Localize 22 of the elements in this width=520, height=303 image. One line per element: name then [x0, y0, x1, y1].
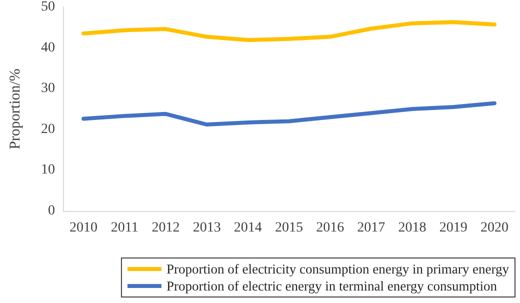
- x-tick-label: 2011: [110, 220, 138, 236]
- x-tick-label: 2019: [439, 220, 468, 236]
- line-series: [82, 101, 496, 127]
- x-tick-label: 2013: [192, 220, 221, 236]
- legend-label: Proportion of electricity consumption energy in primary energy: [166, 262, 510, 276]
- y-tick-label: 20: [41, 122, 55, 137]
- x-tick-label: 2012: [152, 220, 180, 236]
- y-tick-label: 30: [41, 81, 55, 96]
- x-tick-label: 2014: [234, 220, 262, 236]
- x-tick-label: 2017: [357, 220, 386, 236]
- legend-label: Proportion of electric energy in terminal energy consumption: [166, 278, 498, 294]
- y-tick-label: 50: [41, 0, 55, 14]
- x-tick-label: 2018: [398, 220, 426, 236]
- y-tick-label: 0: [48, 204, 55, 218]
- x-tick-label: 2016: [316, 220, 344, 236]
- x-tick-label: 2015: [275, 220, 303, 236]
- x-tick-label: 2010: [70, 220, 98, 236]
- y-tick-label: 10: [41, 162, 55, 178]
- x-tick-label: 2020: [480, 220, 508, 236]
- line-series: [82, 20, 496, 42]
- y-axis-title: Proportion/%: [8, 68, 24, 150]
- y-tick-label: 40: [41, 40, 55, 56]
